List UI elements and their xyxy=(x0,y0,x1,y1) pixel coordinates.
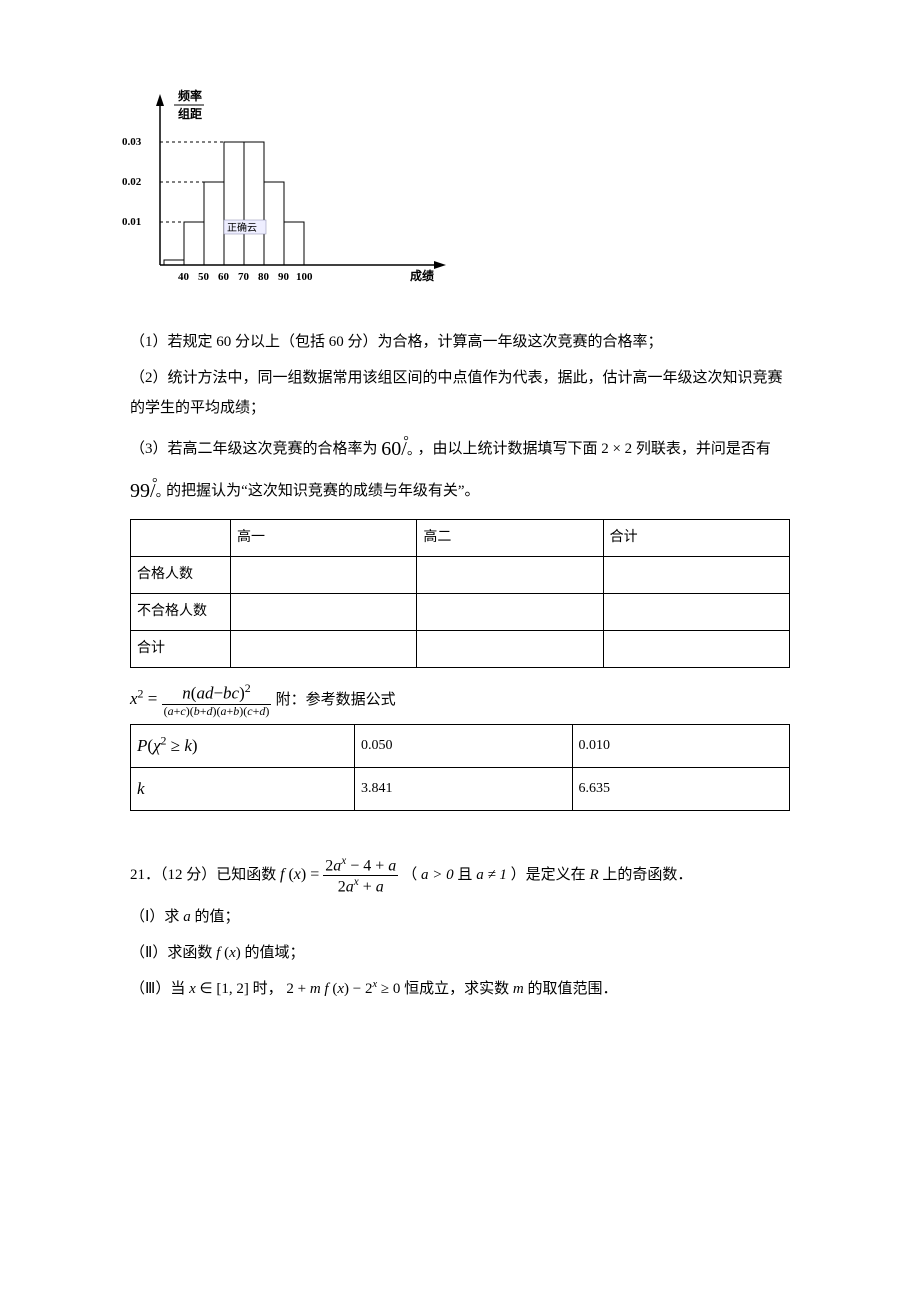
chi-square-formula: x2 = n(ad−bc)2 (a+c)(b+d)(a+b)(c+d) 附：参考… xyxy=(130,682,790,718)
question-3: （3）若高二年级这次竞赛的合格率为 60°/° ，由以上统计数据填写下面 2 ×… xyxy=(130,429,790,513)
t1-h4: 合计 xyxy=(603,520,789,557)
xtick-5: 90 xyxy=(278,271,290,283)
xtick-3: 70 xyxy=(238,271,250,283)
q3-rate1: 60 xyxy=(381,438,401,460)
q3-pre: （3）若高二年级这次竞赛的合格率为 xyxy=(130,441,381,457)
xtick-1: 50 xyxy=(198,271,210,283)
xtick-4: 80 xyxy=(258,271,270,283)
p21-part-ii: （Ⅱ）求函数 f (x) 的值域； xyxy=(130,938,790,968)
xtick-0: 40 xyxy=(178,271,190,283)
t2-c12: 0.050 xyxy=(355,724,572,767)
q3-end: 的把握认为“这次知识竞赛的成绩与年级有关”。 xyxy=(166,483,479,499)
question-1: （1）若规定 60 分以上（包括 60 分）为合格，计算高一年级这次竞赛的合格率… xyxy=(130,327,790,357)
contingency-table: 高一 高二 合计 合格人数 不合格人数 合计 xyxy=(130,519,790,668)
y-label-bottom: 组距 xyxy=(178,106,202,121)
q3-rate2: 99 xyxy=(130,480,150,502)
histogram-figure: 频率 组距 0.03 0.02 0.01 正确云 40 50 60 70 80 … xyxy=(120,80,790,321)
xtick-6: 100 xyxy=(296,271,313,283)
xtick-2: 60 xyxy=(218,271,230,283)
question-2: （2）统计方法中，同一组数据常用该组区间的中点值作为代表，据此，估计高一年级这次… xyxy=(130,363,790,423)
ytick-0: 0.03 xyxy=(122,136,142,148)
t1-r2: 不合格人数 xyxy=(131,594,231,631)
t2-c21: k xyxy=(131,767,355,810)
t1-h2: 高一 xyxy=(231,520,417,557)
t1-h3: 高二 xyxy=(417,520,603,557)
t2-c13: 0.010 xyxy=(572,724,789,767)
x-axis-label: 成绩 xyxy=(410,268,434,283)
problem-21: 21．（12 分）已知函数 f (x) = 2ax − 4 + a 2ax + … xyxy=(130,855,790,896)
t1-r1: 合格人数 xyxy=(131,557,231,594)
ytick-2: 0.01 xyxy=(122,216,141,228)
t2-c22: 3.841 xyxy=(355,767,572,810)
t1-h1 xyxy=(131,520,231,557)
ytick-1: 0.02 xyxy=(122,176,142,188)
q3-post: 列联表，并问是否有 xyxy=(636,441,771,457)
q3-size: 2 × 2 xyxy=(601,441,632,457)
p21-part-i: （Ⅰ）求 a 的值； xyxy=(130,902,790,932)
t2-c23: 6.635 xyxy=(572,767,789,810)
p21-head: 21．（12 分）已知函数 xyxy=(130,867,280,883)
q3-mid: ，由以上统计数据填写下面 xyxy=(417,441,601,457)
p21-cond: （ xyxy=(402,867,417,883)
y-label-top: 频率 xyxy=(178,88,202,103)
reference-table: P(χ2 ≥ k) 0.050 0.010 k 3.841 6.635 xyxy=(130,724,790,811)
formula-suffix: 附：参考数据公式 xyxy=(276,692,396,708)
p21-part-iii: （Ⅲ）当 x ∈ [1, 2] 时， 2 + m f (x) − 2x ≥ 0 … xyxy=(130,974,790,1004)
t2-c11: P(χ2 ≥ k) xyxy=(131,724,355,767)
chart-annotation: 正确云 xyxy=(227,221,257,234)
t1-r3: 合计 xyxy=(131,631,231,668)
